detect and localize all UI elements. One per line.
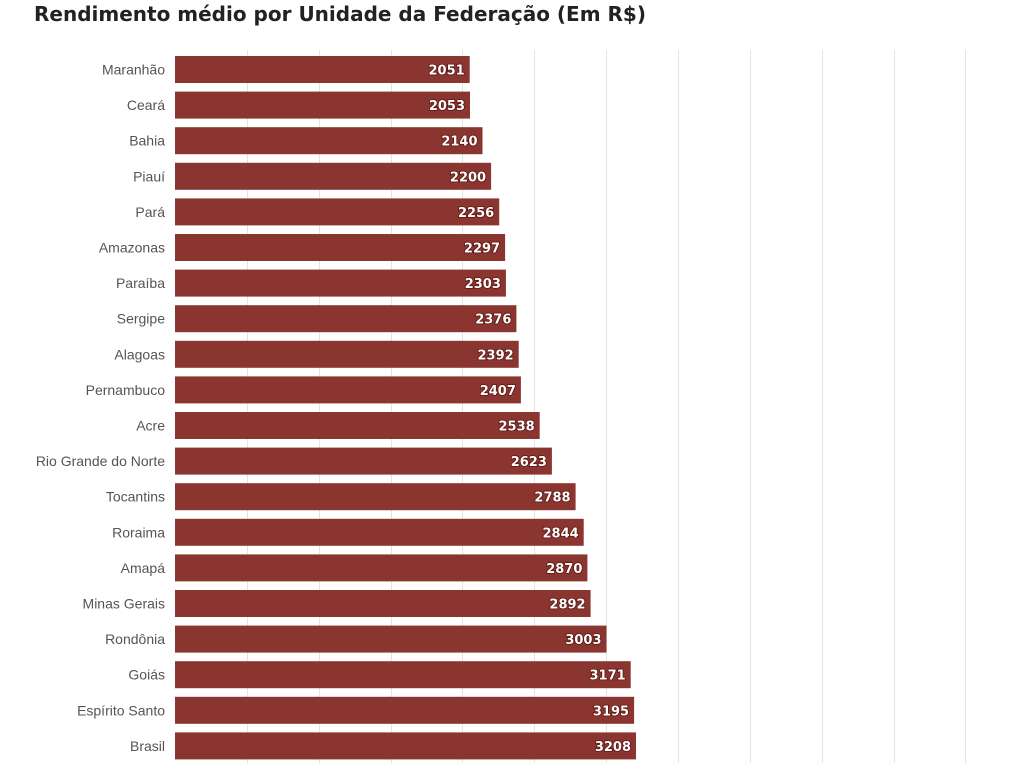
bar-value-label: 2256	[458, 206, 494, 221]
bar-value-label: 3208	[595, 740, 631, 755]
bar	[175, 162, 492, 190]
category-label: Amapá	[121, 560, 166, 576]
bar	[175, 340, 519, 368]
category-label: Paraíba	[116, 275, 165, 291]
bar	[175, 483, 576, 511]
bar-value-label: 2200	[450, 170, 486, 185]
bar-value-label: 2051	[429, 64, 465, 79]
bar-value-label: 2623	[511, 455, 547, 470]
category-label: Rio Grande do Norte	[36, 453, 165, 469]
category-label: Brasil	[130, 738, 165, 754]
bar	[175, 234, 506, 261]
category-label: Minas Gerais	[83, 596, 165, 612]
bars: 2051 2053 2140 2200 2256 2297 2303 2376 2392 2407…	[175, 56, 636, 760]
bar	[175, 696, 635, 724]
bar-value-label: 2392	[478, 348, 514, 363]
category-label: Rondônia	[105, 631, 165, 647]
bar	[175, 198, 500, 226]
bar-value-label: 2297	[464, 242, 500, 257]
bar	[175, 590, 591, 617]
category-label: Sergipe	[117, 311, 165, 327]
category-label: Roraima	[112, 524, 165, 540]
category-label: Maranhão	[102, 62, 165, 78]
bar	[175, 269, 506, 297]
bar	[175, 412, 540, 439]
category-label: Espírito Santo	[77, 702, 165, 718]
category-label: Piauí	[133, 168, 165, 184]
bar-value-label: 2376	[475, 313, 511, 328]
category-label: Acre	[136, 418, 165, 434]
bar-value-label: 2892	[549, 598, 585, 613]
bar-value-label: 2870	[546, 562, 582, 577]
bar-value-label: 2407	[480, 384, 516, 399]
category-label: Ceará	[127, 97, 165, 113]
bar	[175, 661, 631, 689]
bar	[175, 447, 552, 475]
bar-value-label: 3171	[590, 669, 626, 684]
bar-value-label: 2844	[543, 526, 579, 541]
bar-value-label: 2788	[534, 491, 570, 506]
category-label: Goiás	[128, 667, 165, 683]
category-labels: Maranhão Ceará Bahia Piauí Pará Amazonas Paraí…	[36, 62, 165, 754]
category-label: Pará	[135, 204, 165, 220]
bar	[175, 518, 584, 546]
bar	[175, 554, 588, 582]
bar-value-label: 2140	[441, 135, 477, 150]
bar	[175, 127, 483, 155]
bar	[175, 305, 517, 333]
gridlines	[247, 50, 966, 763]
bar	[175, 376, 521, 404]
category-label: Pernambuco	[86, 382, 166, 398]
category-label: Amazonas	[99, 240, 165, 256]
category-label: Alagoas	[114, 346, 165, 362]
category-label: Tocantins	[106, 489, 165, 505]
category-label: Bahia	[129, 133, 165, 149]
bar-value-label: 2303	[465, 277, 501, 292]
bar-value-label: 2053	[429, 99, 465, 114]
bar-value-label: 2538	[499, 420, 535, 435]
chart-title: Rendimento médio por Unidade da Federaçã…	[34, 2, 646, 26]
bar-value-label: 3003	[565, 633, 601, 648]
bar	[175, 91, 470, 119]
bar	[175, 732, 636, 760]
bar-value-label: 3195	[593, 704, 629, 719]
bar	[175, 56, 470, 83]
bar	[175, 625, 607, 653]
